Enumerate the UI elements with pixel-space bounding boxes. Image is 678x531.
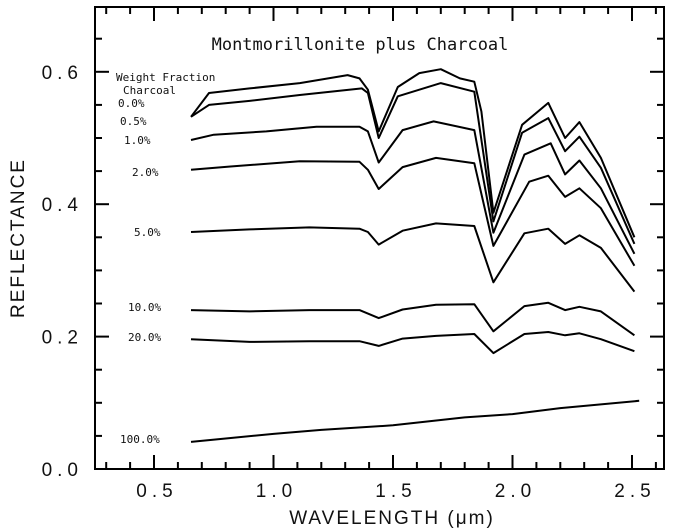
y-tick-label: 0.6	[42, 63, 83, 84]
series-line-2-0pct	[190, 156, 636, 267]
x-tick-label: 0.5	[136, 481, 177, 502]
series-label: 2.0%	[132, 166, 159, 179]
series-label: 1.0%	[124, 134, 151, 147]
series-label: 20.0%	[128, 331, 161, 344]
x-tick-label: 2.0	[495, 481, 536, 502]
series-label: 10.0%	[128, 301, 161, 314]
series-line-20-0pct	[190, 331, 635, 355]
y-tick-label: 0.2	[42, 328, 83, 349]
series-label: 0.0%	[118, 97, 145, 110]
y-axis-title: REFLECTANCE	[8, 158, 29, 318]
series-line-5-0pct	[190, 222, 636, 293]
x-tick-label: 1.0	[256, 481, 297, 502]
legend-title-line2: Charcoal	[123, 84, 176, 97]
series-line-0-5pct	[190, 82, 636, 245]
y-tick-label: 0.4	[42, 195, 83, 216]
y-tick-label: 0.0	[42, 460, 83, 481]
series-line-0-0pct	[190, 68, 636, 238]
legend-title-line1: Weight Fraction	[116, 71, 215, 84]
x-tick-label: 1.5	[375, 481, 416, 502]
series-label: 0.5%	[120, 115, 147, 128]
x-axis-title: WAVELENGTH (μm)	[289, 508, 495, 529]
x-tick-label: 2.5	[614, 481, 655, 502]
chart-title: Montmorillonite plus Charcoal	[212, 35, 509, 55]
series-line-100-0pct	[190, 399, 640, 443]
series-line-10-0pct	[190, 301, 635, 337]
series-label: 5.0%	[134, 226, 161, 239]
series-label: 100.0%	[120, 433, 160, 446]
series-line-1-0pct	[190, 120, 636, 255]
